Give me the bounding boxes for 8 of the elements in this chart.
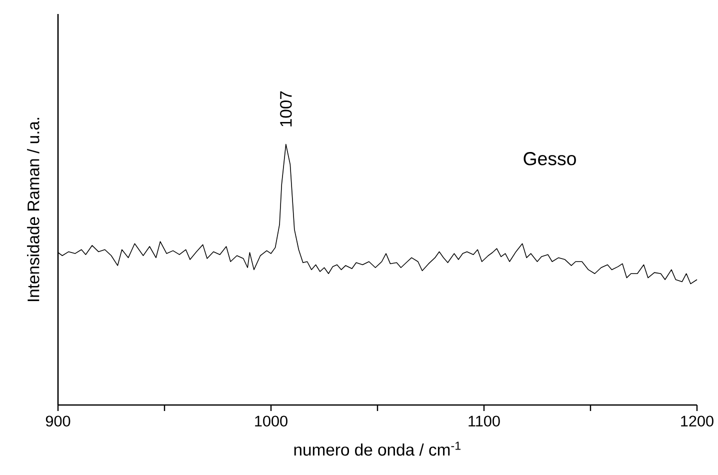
y-axis-title: Intensidade Raman / u.a. [27, 118, 40, 302]
annotation: 1007 [280, 91, 292, 126]
x-axis-title: numero de onda / cm$^{-1}$ [294, 442, 461, 456]
x-tick-label: 900 [46, 416, 70, 427]
x-tick-label: 1000 [255, 416, 288, 427]
annotation: Gesso [524, 152, 576, 166]
x-tick-label: 1200 [681, 416, 714, 427]
x-tick-label: 1100 [468, 416, 500, 427]
